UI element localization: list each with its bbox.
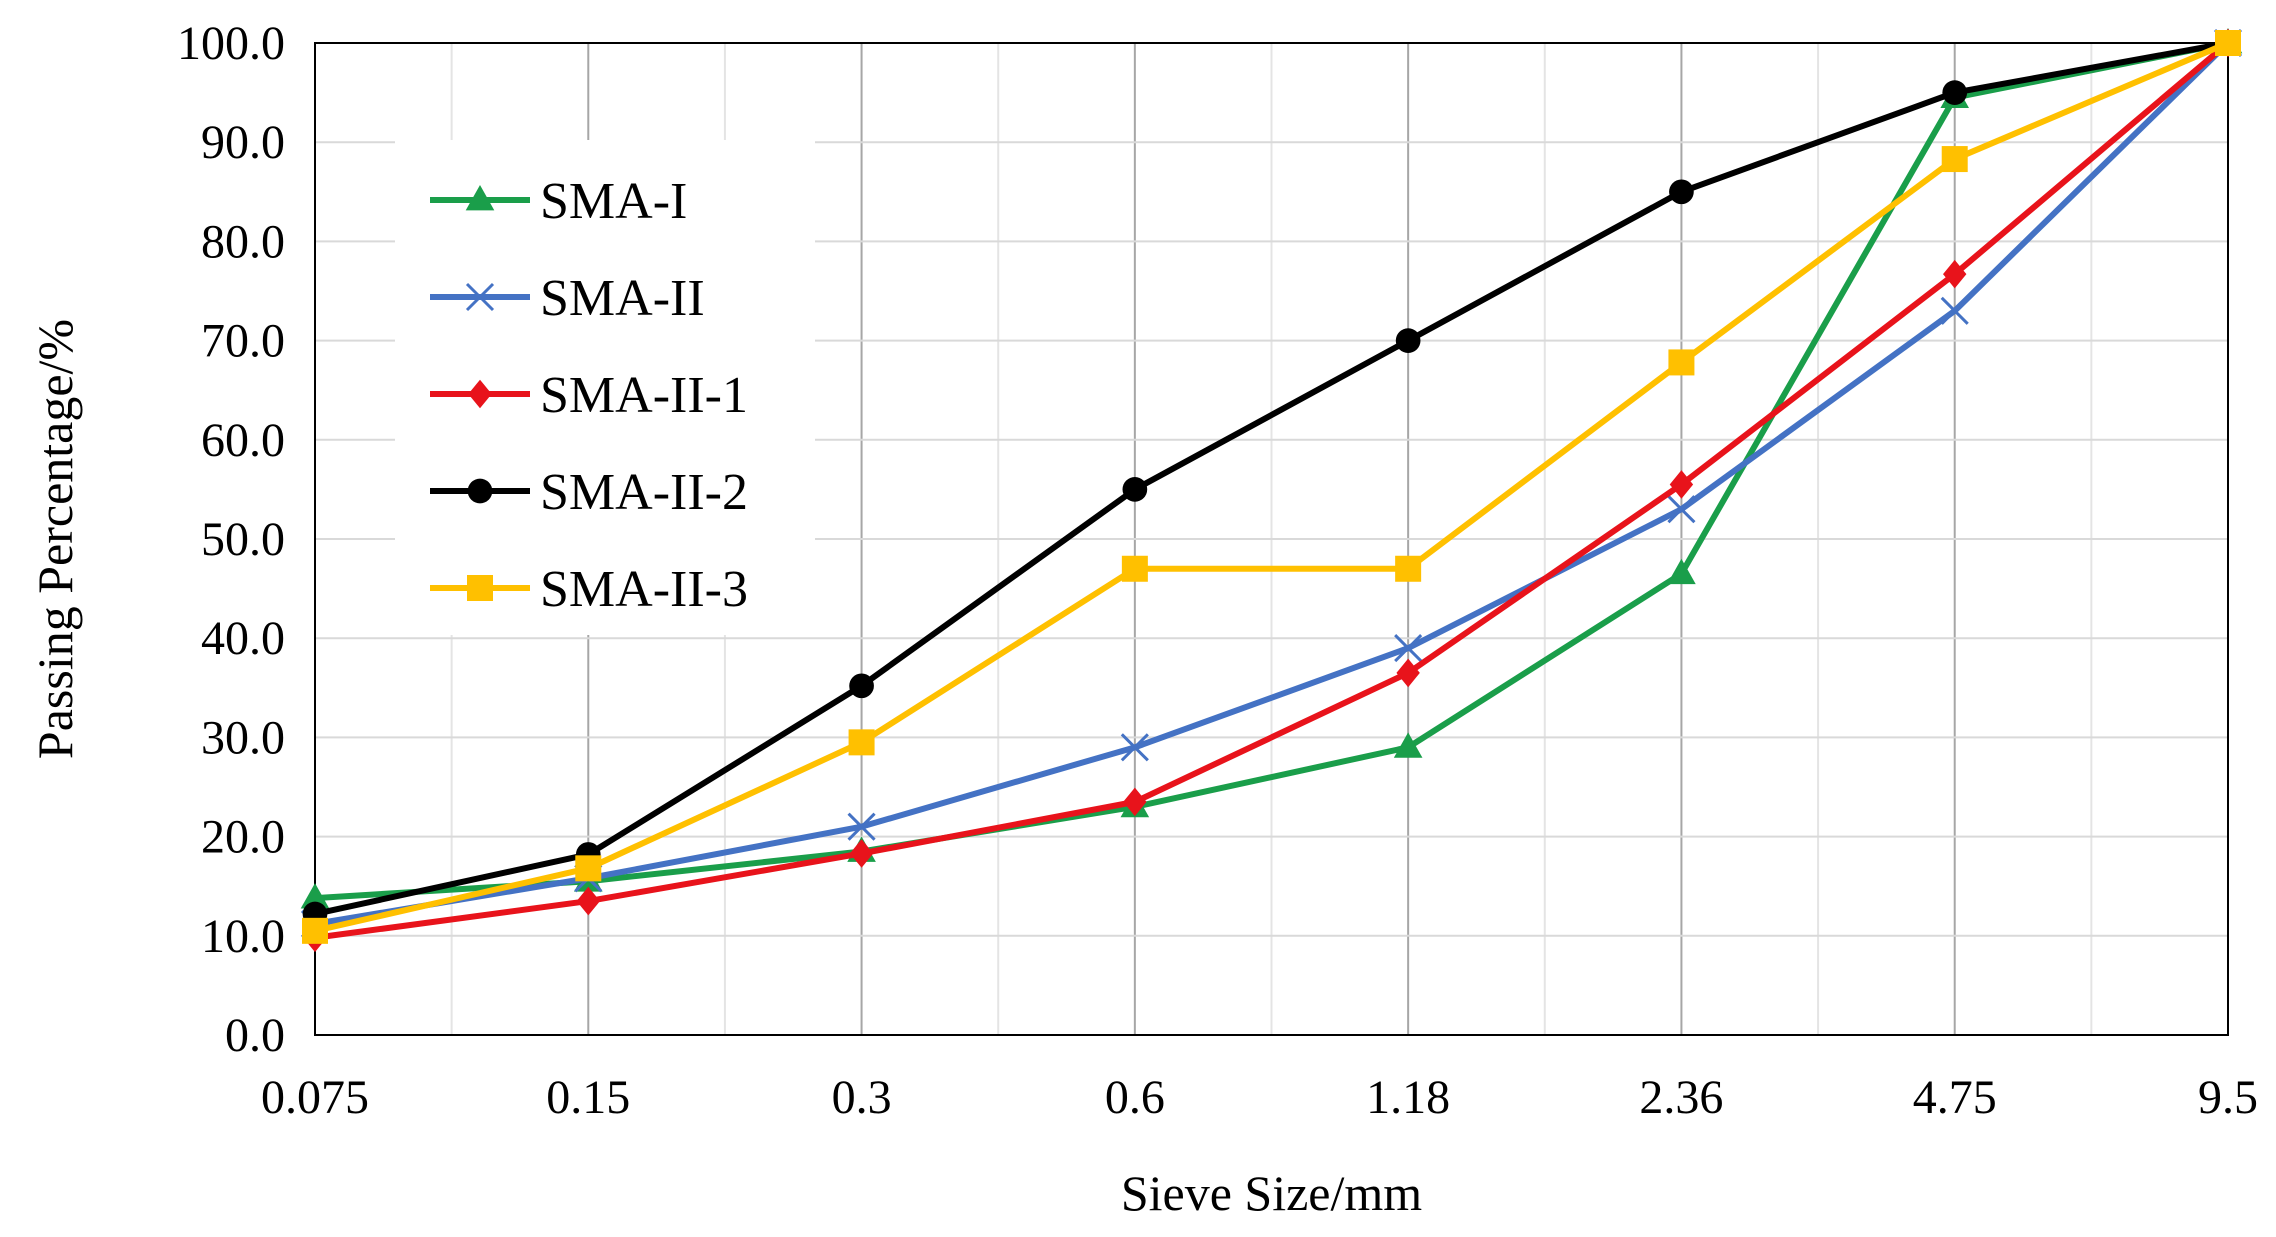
y-tick-label: 20.0 [201,811,285,864]
y-axis-tick-labels: 0.0 10.0 20.0 30.0 40.0 50.0 60.0 70.0 80.0 90.0 1… [177,17,285,1062]
marker-x [847,812,876,841]
x-tick-label: 0.075 [261,1071,369,1124]
marker-square [467,575,493,601]
x-tick-label: 0.6 [1105,1071,1165,1124]
y-tick-label: 60.0 [201,414,285,467]
plot-area-border [314,42,2229,1036]
marker-square [1395,555,1422,582]
x-tick-label: 4.75 [1913,1071,1997,1124]
x-tick-label: 0.3 [832,1071,892,1124]
series-line [314,40,2230,934]
legend-label: SMA-II [540,270,705,327]
marker-circle [467,478,493,504]
y-tick-label: 80.0 [201,215,285,268]
series-sma-ii-3 [302,30,2241,944]
marker-triangle [465,185,495,211]
legend-label: SMA-II-2 [540,464,748,521]
marker-triangle [1667,558,1696,585]
series-line [314,40,2229,902]
marker-diamond [1396,658,1420,688]
marker-square [1668,349,1695,376]
x-tick-label: 0.15 [546,1071,630,1124]
y-tick-label: 30.0 [201,711,285,764]
marker-x-stroke [465,282,495,312]
marker-x [1667,495,1696,524]
marker-diamond [468,379,492,409]
marker-square [1121,555,1148,582]
marker-x [1120,733,1149,762]
series-group [300,28,2243,953]
series-line [314,40,2229,917]
legend-entry-sma-ii-3: SMA-II-3 [430,561,748,618]
y-tick-label: 10.0 [201,910,285,963]
grid [315,43,2228,1035]
marker-circle [1122,477,1148,502]
x-axis-title: Sieve Size/mm [1121,1165,1422,1221]
legend-entry-sma-ii-2: SMA-II-2 [430,464,748,521]
marker-diamond [1669,470,1694,499]
marker-triangle [300,883,330,909]
marker-circle [1669,179,1694,205]
y-tick-label: 70.0 [201,315,285,368]
legend-background [395,140,815,635]
series-line [314,40,2231,927]
marker-x-stroke [1120,733,1149,762]
legend: SMA-I SMA-II SMA-II-1 SMA-II-2 SMA-II-3 [395,140,815,635]
marker-circle [1942,80,1968,105]
marker-x-stroke [847,812,876,841]
x-tick-label: 1.18 [1366,1071,1450,1124]
y-tick-label: 90.0 [201,116,285,169]
marker-diamond [849,839,874,868]
legend-entry-sma-ii-1: SMA-II-1 [430,367,748,424]
marker-x [1940,296,1969,325]
marker-x-stroke [1394,634,1423,663]
x-axis-tick-labels: 0.075 0.15 0.3 0.6 1.18 2.36 4.75 9.5 [261,1071,2258,1124]
marker-square [1941,146,1968,173]
legend-entry-sma-ii: SMA-II [430,270,705,327]
marker-x [465,282,495,312]
marker-diamond [1123,787,1147,817]
marker-x-stroke [1667,495,1696,524]
y-tick-label: 100.0 [177,17,285,70]
legend-label: SMA-II-3 [540,561,748,618]
series-line [314,40,2230,941]
marker-square [575,855,602,882]
x-tick-label: 9.5 [2198,1071,2258,1124]
legend-label: SMA-II-1 [540,367,748,424]
marker-square [302,917,328,944]
marker-x-stroke [1940,296,1969,325]
x-tick-label: 2.36 [1639,1071,1723,1124]
marker-square [848,729,875,756]
y-tick-label: 50.0 [201,513,285,566]
marker-square [2215,30,2241,56]
legend-label: SMA-I [540,173,687,230]
marker-diamond [1943,259,1967,289]
marker-circle [1395,328,1421,353]
marker-diamond [576,886,600,916]
y-axis-title: Passing Percentage/% [27,319,83,759]
marker-x [1394,634,1423,663]
y-tick-label: 40.0 [201,612,285,665]
marker-circle [849,673,874,699]
marker-triangle [1393,732,1423,758]
y-tick-label: 0.0 [225,1009,285,1062]
legend-entry-sma-i: SMA-I [430,173,687,230]
